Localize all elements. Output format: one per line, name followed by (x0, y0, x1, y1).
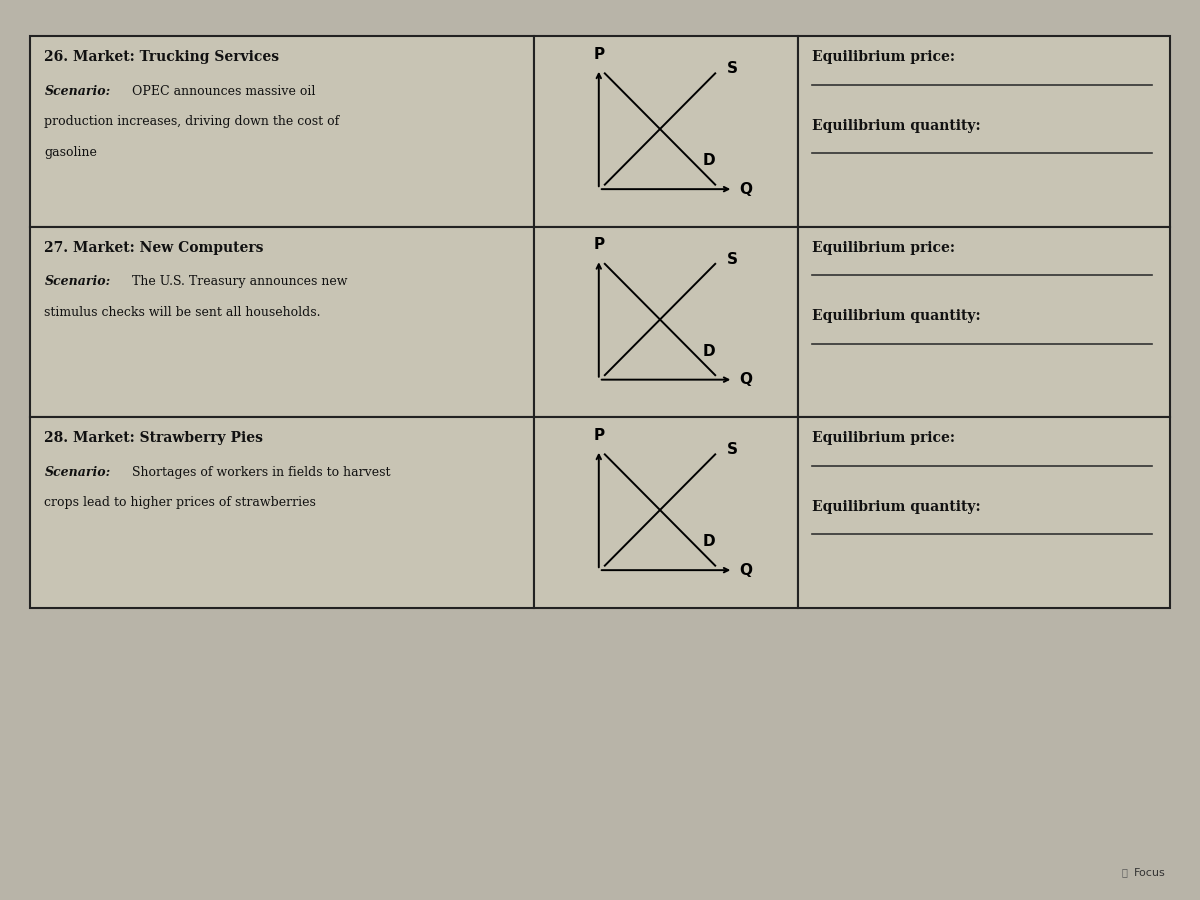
Bar (534, 417, 798, 608)
Text: The U.S. Treasury announces new: The U.S. Treasury announces new (132, 275, 348, 288)
Text: Equilibrium price:: Equilibrium price: (812, 431, 955, 446)
Text: Equilibrium quantity:: Equilibrium quantity: (812, 310, 982, 323)
Text: Focus: Focus (1134, 868, 1165, 878)
Text: S: S (727, 443, 738, 457)
Bar (798, 36, 1170, 227)
Bar (534, 227, 798, 417)
Text: ⧄: ⧄ (1122, 868, 1128, 878)
Text: gasoline: gasoline (44, 146, 97, 158)
Text: OPEC announces massive oil: OPEC announces massive oil (132, 85, 316, 98)
Text: Scenario:: Scenario: (44, 275, 110, 288)
Text: Q: Q (739, 562, 752, 578)
Text: P: P (593, 47, 605, 61)
Bar (534, 36, 798, 227)
Text: 26. Market: Trucking Services: 26. Market: Trucking Services (44, 50, 280, 65)
Bar (798, 227, 1170, 417)
Text: Equilibrium quantity:: Equilibrium quantity: (812, 500, 982, 514)
Text: production increases, driving down the cost of: production increases, driving down the c… (44, 115, 340, 128)
Text: 28. Market: Strawberry Pies: 28. Market: Strawberry Pies (44, 431, 264, 446)
Text: Scenario:: Scenario: (44, 465, 110, 479)
Text: Equilibrium price:: Equilibrium price: (812, 241, 955, 255)
Bar (30, 417, 534, 608)
Text: stimulus checks will be sent all households.: stimulus checks will be sent all househo… (44, 306, 320, 319)
Text: P: P (593, 237, 605, 252)
Text: Equilibrium price:: Equilibrium price: (812, 50, 955, 65)
Text: D: D (703, 154, 715, 168)
Text: 27. Market: New Computers: 27. Market: New Computers (44, 241, 264, 255)
Text: Shortages of workers in fields to harvest: Shortages of workers in fields to harves… (132, 465, 390, 479)
Bar (30, 36, 534, 227)
Text: Q: Q (739, 373, 752, 387)
Text: D: D (703, 344, 715, 359)
Text: Equilibrium quantity:: Equilibrium quantity: (812, 119, 982, 133)
Text: D: D (703, 535, 715, 549)
Bar (30, 227, 534, 417)
Text: Q: Q (739, 182, 752, 197)
Text: S: S (727, 61, 738, 76)
Bar (798, 417, 1170, 608)
Text: S: S (727, 252, 738, 266)
Text: Scenario:: Scenario: (44, 85, 110, 98)
Text: crops lead to higher prices of strawberries: crops lead to higher prices of strawberr… (44, 496, 317, 509)
Text: P: P (593, 428, 605, 443)
